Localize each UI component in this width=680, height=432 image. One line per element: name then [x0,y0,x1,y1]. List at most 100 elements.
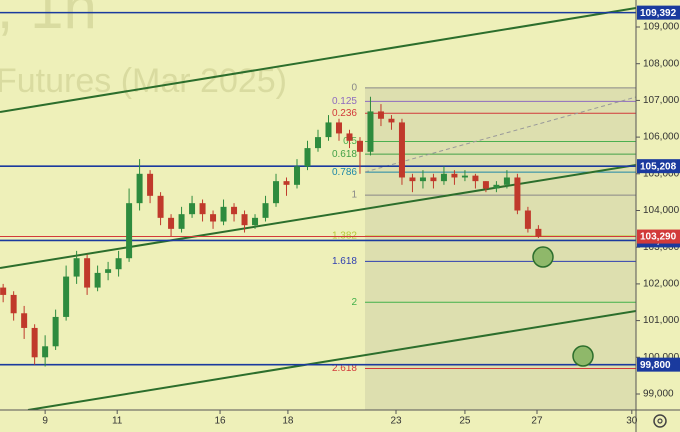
candle-body [189,203,196,215]
trend-line [27,310,637,411]
candle-body [63,276,70,317]
fib-zone [365,88,636,410]
price-tag [637,357,680,372]
y-tick-label: 101,000 [643,315,680,326]
price-tag-label: 99,800 [640,360,671,371]
candle-body [147,173,154,196]
dashed-line [364,96,637,173]
candle-body [273,181,280,204]
candle-body [430,177,437,182]
price-lines [0,11,636,366]
candle-body [535,228,542,237]
fib-label: 0.786 [332,167,357,178]
candle-body [10,294,17,314]
candle-body [388,118,395,123]
candle-body [514,177,521,211]
candle-body [315,137,321,149]
fib-label: 0 [351,83,357,94]
fib-label: 0.125 [332,96,357,107]
candle-body [367,111,374,152]
candle-body [210,214,217,222]
candle-body [157,195,164,218]
fib-label: 1.618 [332,256,357,267]
x-tick-label: 30 [626,416,638,427]
candle-body [168,217,175,229]
candle-body [73,258,80,277]
candles [0,96,542,367]
x-tick-label: 11 [112,416,123,427]
candle-body [199,203,206,215]
x-tick-label: 23 [390,416,402,427]
x-tick-label: 27 [531,416,543,427]
candle-body [115,258,122,270]
x-axis-panel [0,410,680,432]
price-tag [637,159,680,174]
candle-body [21,313,28,328]
y-tick-label: 102,000 [643,279,680,290]
fib-label: 1 [351,190,357,201]
candle-body [52,316,59,347]
candle-body [136,173,143,204]
candle-body [178,214,185,229]
candle-body [262,203,269,218]
y-tick-label: 99,000 [643,389,674,400]
candle-body [398,122,405,178]
y-tick-label: 104,000 [643,205,680,216]
y-tick-label: 100,000 [643,352,680,363]
last-price-tag [637,229,680,244]
candle-body [356,140,363,152]
watermark-symbol: 25, 1h [0,0,97,41]
candle-body [252,217,259,226]
x-tick-label: 18 [282,416,294,427]
price-tag-label: 105,208 [640,161,677,172]
candle-body [283,181,290,185]
candle-body [294,166,301,185]
candle-body [84,258,91,288]
y-tick-label: 108,000 [643,58,680,69]
candle-body [482,181,489,189]
candle-body [304,148,311,167]
candle-body [472,175,479,182]
last-price-label: 103,290 [640,232,677,243]
y-tick-label: 109,000 [643,22,680,33]
x-tick-label: 25 [459,416,471,427]
axes: 99,000100,000101,000102,000103,000104,00… [42,5,680,427]
candle-body [231,206,238,215]
x-tick-label: 9 [42,416,48,427]
watermark-subtitle: Futures (Mar 2025) [0,62,287,100]
price-tag-label: 109,392 [640,8,677,19]
fib-label: 0.5 [343,136,357,147]
candle-body [42,346,49,358]
candle-body [94,272,101,288]
y-tick-label: 105,000 [643,168,680,179]
candle-body [461,175,468,178]
candle-body [451,173,458,178]
price-tag [637,5,680,20]
candle-body [325,122,332,138]
candle-body [346,133,353,141]
candle-body [377,111,384,119]
target-circle [532,246,554,268]
candle-body [419,177,426,182]
candle-body [31,327,38,358]
candle-body [440,173,447,182]
y-tick-label: 106,000 [643,132,680,143]
fib-label: 0.236 [332,108,357,119]
candle-body [524,210,531,229]
settings-icon[interactable] [653,414,667,428]
fib-label: 2 [351,297,357,308]
candle-body [335,122,342,134]
candle-body [241,214,248,226]
trend-line [0,7,637,113]
target-circle [572,345,594,367]
trend-line [0,164,637,269]
candle-body [409,177,416,182]
candle-body [493,184,500,189]
candle-body [220,206,227,222]
candle-body [126,203,133,259]
candle-body [503,177,510,185]
y-tick-label: 107,000 [643,95,680,106]
candle-body [105,269,112,273]
